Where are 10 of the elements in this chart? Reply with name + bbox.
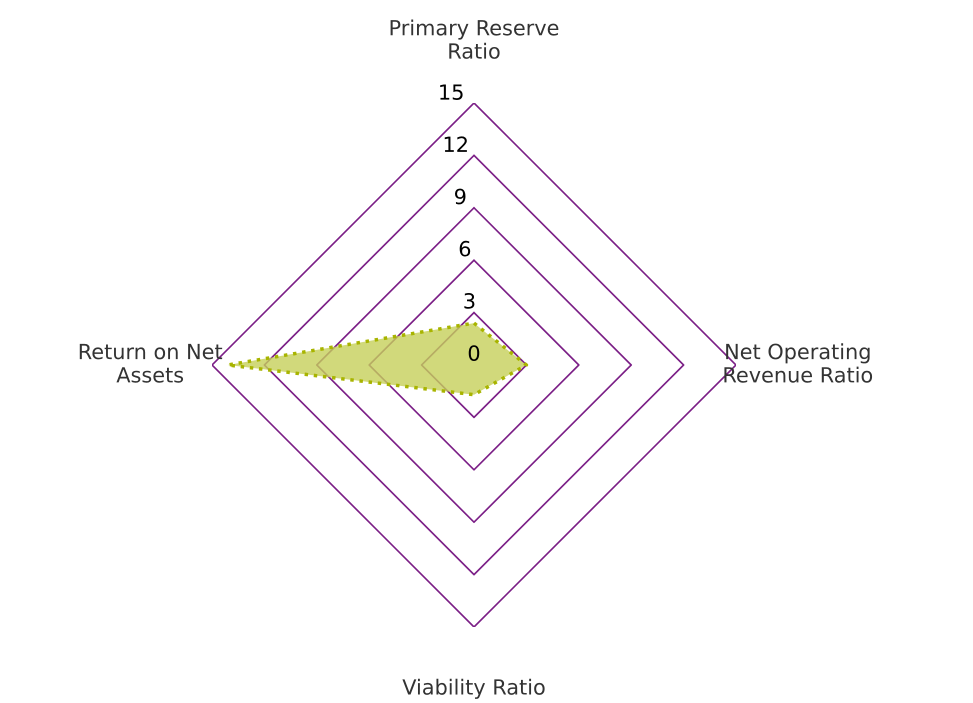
y-tick-label: 12: [444, 136, 467, 152]
y-tick-label: 3: [464, 293, 474, 309]
spoke-label: Viability Ratio: [402, 678, 545, 699]
y-tick-label: 9: [454, 188, 466, 204]
y-tick-label: 15: [440, 84, 463, 100]
spoke-label: Net Operating Revenue Ratio: [724, 343, 872, 383]
spoke-label: Primary Reserve Ratio: [390, 19, 558, 59]
y-tick-label: 0: [468, 345, 480, 361]
y-tick-label: 6: [460, 240, 470, 257]
spoke-label: Return on Net Assets: [80, 344, 222, 383]
